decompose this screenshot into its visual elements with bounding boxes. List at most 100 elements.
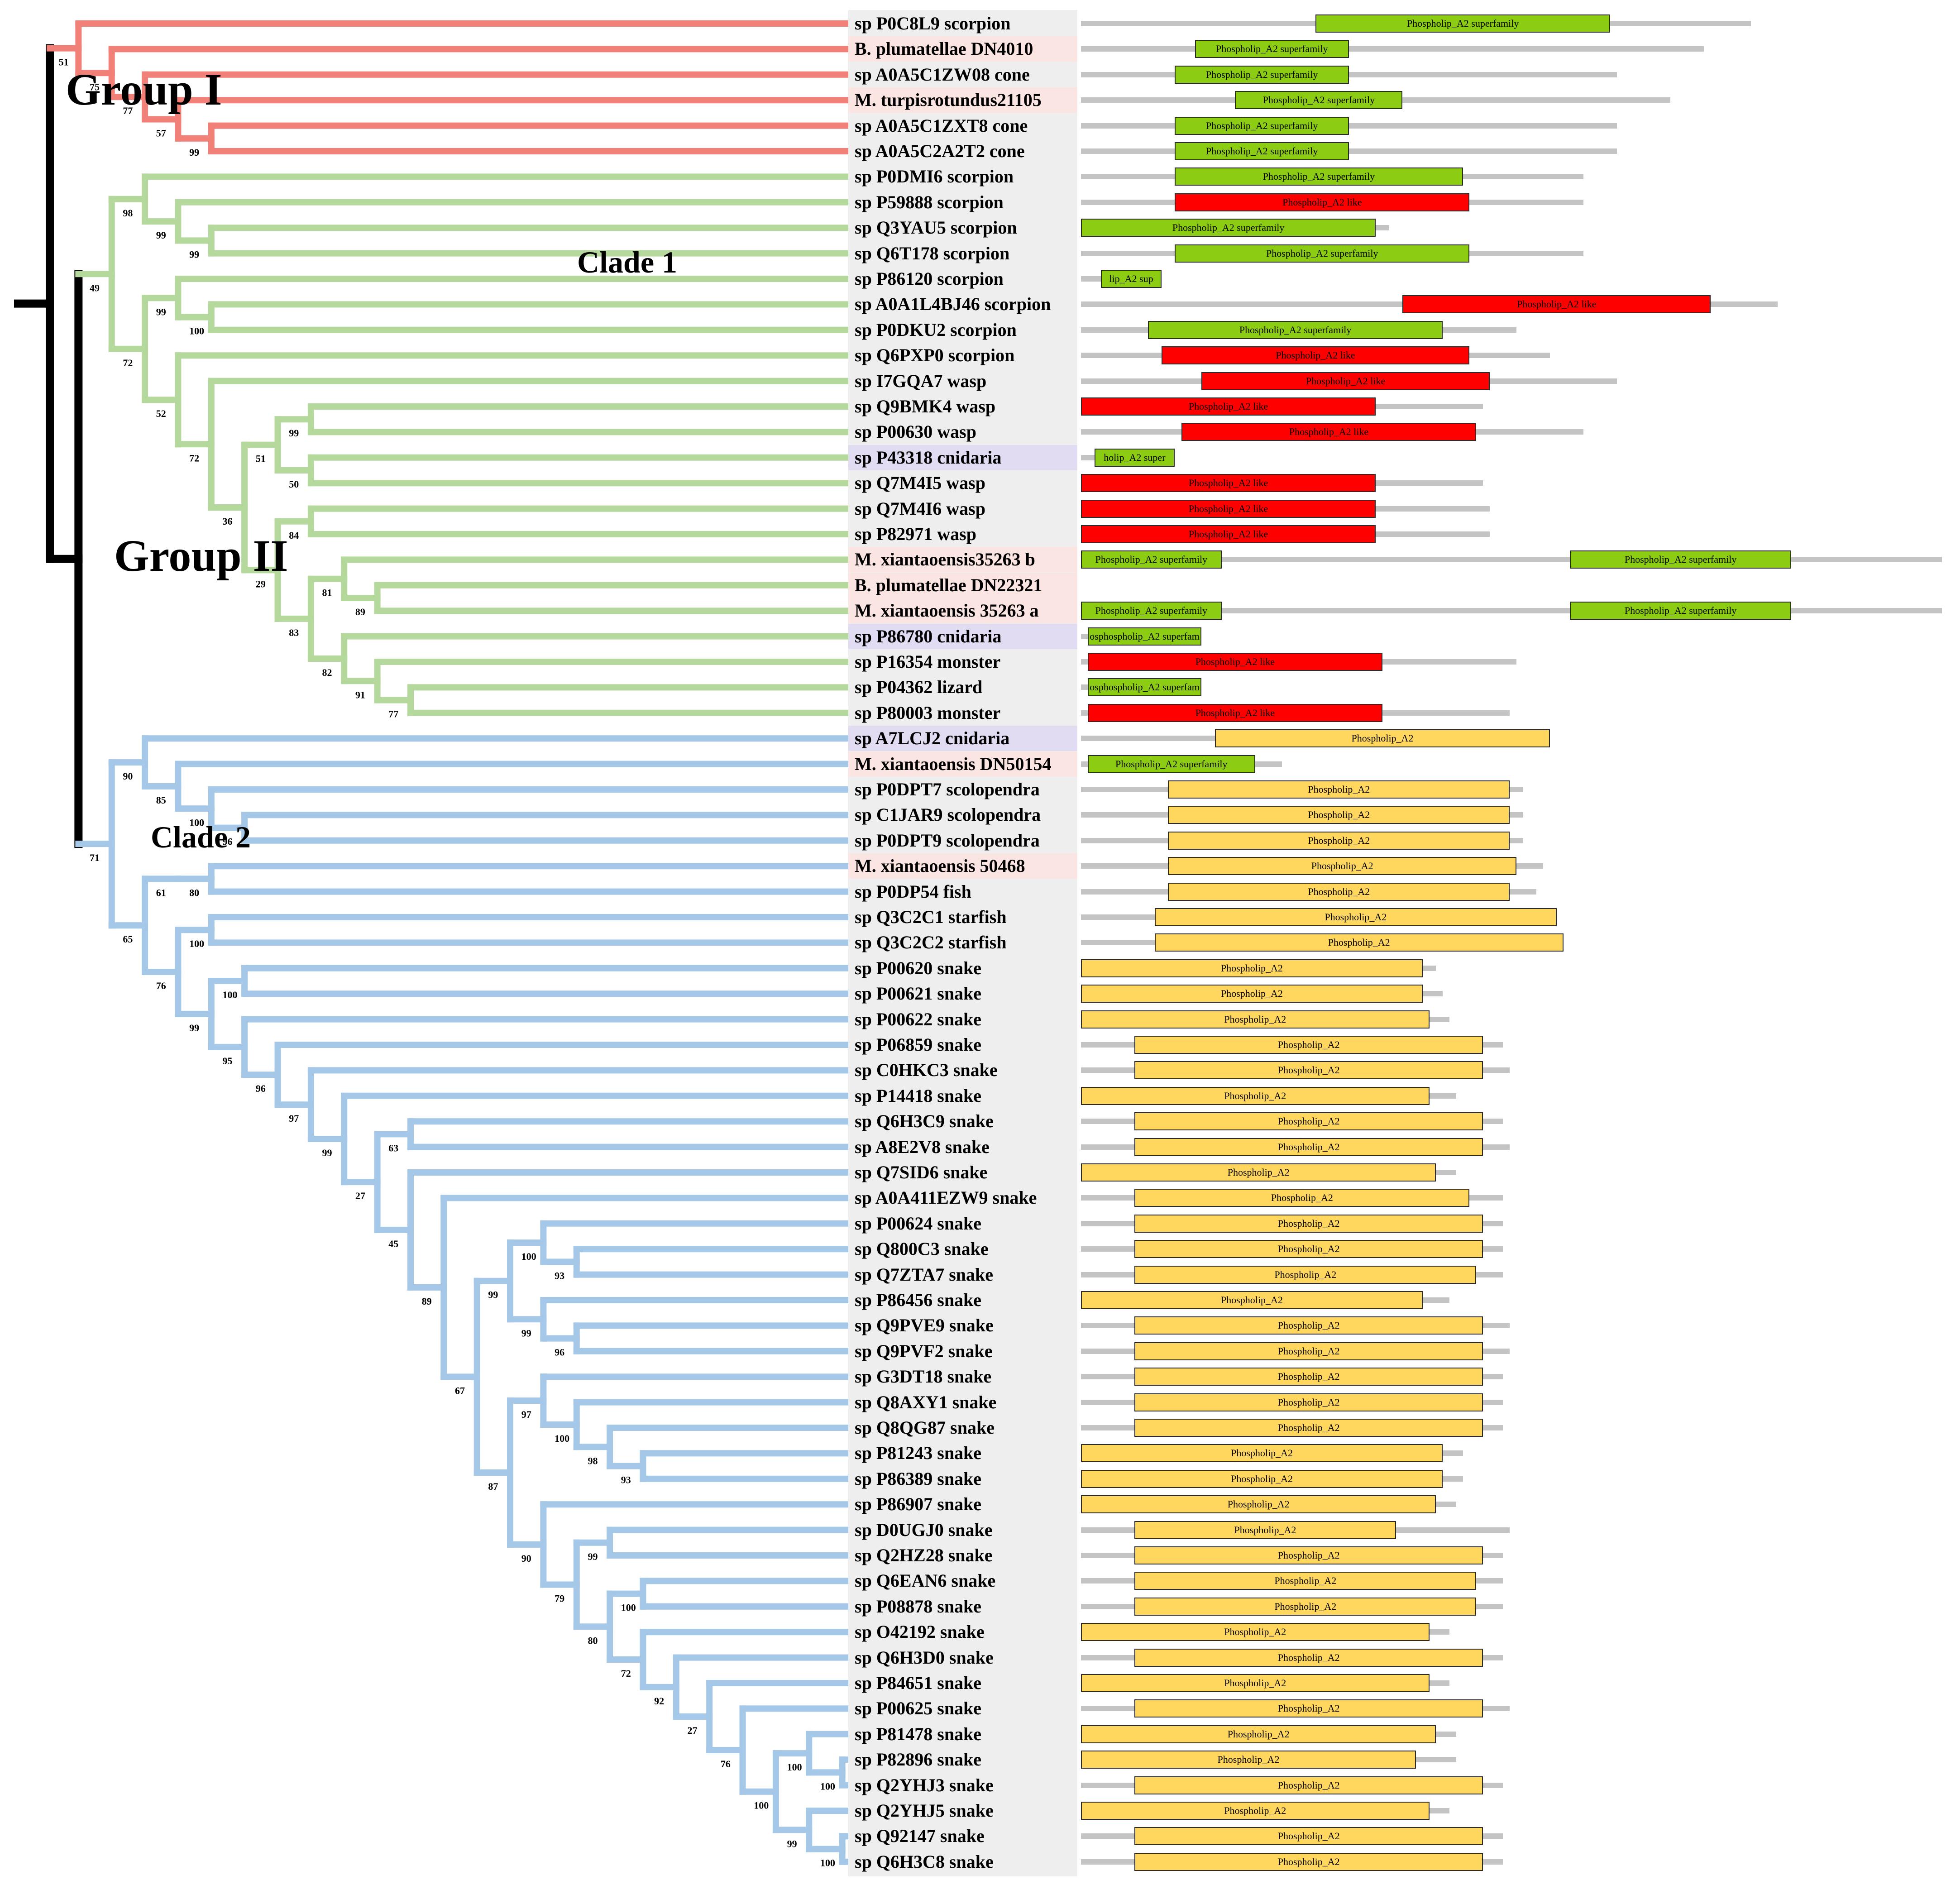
domain-yellow: Phospholip_A2 — [1134, 1419, 1483, 1437]
taxon-label: sp Q2YHJ3 snake — [855, 1775, 994, 1795]
taxon-label: sp P14418 snake — [855, 1085, 982, 1106]
domain-yellow: Phospholip_A2 — [1081, 1751, 1416, 1769]
support-value: 93 — [555, 1270, 564, 1281]
support-value: 91 — [355, 689, 365, 700]
taxon-label: sp Q6PXP0 scorpion — [855, 345, 1015, 366]
taxon-label: M. xiantaoensis35263 b — [855, 549, 1035, 570]
support-value: 76 — [156, 980, 166, 991]
taxon-label: sp P04362 lizard — [855, 677, 983, 698]
taxon-label: sp Q7ZTA7 snake — [855, 1264, 994, 1285]
support-value: 99 — [189, 147, 199, 158]
domain-yellow: Phospholip_A2 — [1168, 857, 1516, 875]
taxon-label: sp A0A5C2A2T2 cone — [855, 141, 1025, 161]
support-value: 72 — [123, 357, 133, 368]
taxon-label: sp Q2YHJ5 snake — [855, 1800, 994, 1821]
domain-yellow: Phospholip_A2 — [1154, 933, 1564, 952]
taxon-label: sp Q9PVE9 snake — [855, 1315, 994, 1336]
taxon-label: sp A7LCJ2 cnidaria — [855, 728, 1010, 749]
taxon-label: sp Q2HZ28 snake — [855, 1545, 993, 1565]
domain-green: Phospholip_A2 superfamily — [1175, 65, 1349, 84]
taxon-label: sp D0UGJ0 snake — [855, 1519, 993, 1540]
taxon-label: sp Q6H3D0 snake — [855, 1647, 994, 1668]
taxon-label: sp P00622 snake — [855, 1009, 982, 1029]
domain-green: lip_A2 sup — [1101, 270, 1162, 288]
domain-yellow: Phospholip_A2 — [1134, 1368, 1483, 1386]
domain-yellow: Phospholip_A2 — [1081, 1010, 1430, 1029]
taxon-label: sp P82896 snake — [855, 1749, 982, 1770]
support-value: 80 — [588, 1635, 598, 1646]
taxon-label: sp P0DMI6 scorpion — [855, 166, 1014, 187]
domain-yellow: Phospholip_A2 — [1081, 985, 1423, 1003]
support-value: 57 — [156, 128, 166, 139]
taxon-label: sp C1JAR9 scolopendra — [855, 804, 1041, 825]
support-value: 99 — [588, 1551, 598, 1562]
domain-yellow: Phospholip_A2 — [1134, 1316, 1483, 1335]
support-value: 61 — [156, 887, 166, 898]
support-value: 87 — [488, 1481, 498, 1492]
domain-yellow: Phospholip_A2 — [1134, 1342, 1483, 1360]
clade-1-label: Clade 1 — [577, 245, 677, 279]
taxon-label: sp P86120 scorpion — [855, 268, 1004, 289]
domain-yellow: Phospholip_A2 — [1081, 1163, 1436, 1182]
domain-green: Phospholip_A2 superfamily — [1175, 244, 1470, 263]
domain-yellow: Phospholip_A2 — [1134, 1061, 1483, 1080]
support-value: 99 — [488, 1289, 498, 1301]
domain-yellow: Phospholip_A2 — [1081, 1674, 1430, 1692]
taxon-highlight — [848, 598, 1077, 624]
taxon-label: sp A0A411EZW9 snake — [855, 1187, 1037, 1208]
taxon-label: sp P0DPT7 scolopendra — [855, 779, 1040, 799]
support-value: 100 — [820, 1780, 835, 1792]
taxon-label: M. turpisrotundus21105 — [855, 90, 1042, 110]
clade-2-label: Clade 2 — [151, 820, 251, 854]
domain-yellow: Phospholip_A2 — [1081, 1623, 1430, 1641]
domain-red: Phospholip_A2 like — [1087, 653, 1382, 671]
taxon-label: sp P81478 snake — [855, 1723, 982, 1744]
taxon-label: sp Q800C3 snake — [855, 1239, 989, 1259]
taxon-label: sp P00625 snake — [855, 1698, 982, 1719]
taxon-highlight — [848, 572, 1077, 598]
support-value: 95 — [222, 1055, 232, 1067]
taxon-label: sp C0HKC3 snake — [855, 1060, 998, 1081]
domain-yellow: Phospholip_A2 — [1081, 1291, 1423, 1309]
taxon-label: sp P86389 snake — [855, 1468, 982, 1489]
domain-red: Phospholip_A2 like — [1081, 525, 1376, 543]
support-value: 99 — [156, 230, 166, 241]
support-value: 100 — [189, 325, 204, 337]
support-value: 51 — [59, 57, 69, 68]
domain-yellow: Phospholip_A2 — [1134, 1265, 1477, 1284]
domain-yellow: Phospholip_A2 — [1081, 1469, 1443, 1488]
domain-green: Phospholip_A2 superfamily — [1315, 14, 1611, 33]
taxon-label: sp Q7SID6 snake — [855, 1162, 988, 1182]
taxon-label: sp Q6T178 scorpion — [855, 243, 1010, 263]
support-value: 29 — [256, 578, 266, 589]
taxon-label: sp P84651 snake — [855, 1673, 982, 1693]
support-value: 99 — [521, 1327, 531, 1339]
domain-yellow: Phospholip_A2 — [1134, 1189, 1470, 1207]
support-value: 52 — [156, 408, 166, 419]
domain-yellow: Phospholip_A2 — [1134, 1597, 1477, 1616]
taxon-label: sp P00630 wasp — [855, 421, 976, 442]
domain-yellow: Phospholip_A2 — [1134, 1521, 1396, 1539]
taxon-label: sp P86456 snake — [855, 1290, 982, 1310]
domain-yellow: Phospholip_A2 — [1081, 1086, 1430, 1105]
domain-yellow: Phospholip_A2 — [1081, 1802, 1430, 1820]
taxon-label: sp A0A1L4BJ46 scorpion — [855, 294, 1051, 315]
domain-red: Phospholip_A2 like — [1402, 295, 1711, 314]
domain-green: Phospholip_A2 superfamily — [1081, 602, 1222, 620]
taxon-label: sp Q6EAN6 snake — [855, 1570, 996, 1591]
support-value: 85 — [156, 794, 166, 806]
support-value: 92 — [654, 1695, 664, 1707]
support-value: 71 — [90, 852, 100, 863]
taxon-label: sp P00624 snake — [855, 1213, 982, 1234]
domain-yellow: Phospholip_A2 — [1134, 1036, 1483, 1054]
support-value: 89 — [355, 606, 365, 617]
taxon-label: sp P82971 wasp — [855, 524, 976, 544]
taxon-highlight — [848, 751, 1077, 777]
taxon-label: sp P86907 snake — [855, 1494, 982, 1515]
taxon-label: sp Q3C2C1 starfish — [855, 907, 1007, 927]
support-value: 97 — [521, 1409, 531, 1420]
support-value: 99 — [289, 427, 299, 439]
taxon-label: sp Q6H3C8 snake — [855, 1851, 994, 1872]
support-value: 100 — [820, 1857, 835, 1869]
